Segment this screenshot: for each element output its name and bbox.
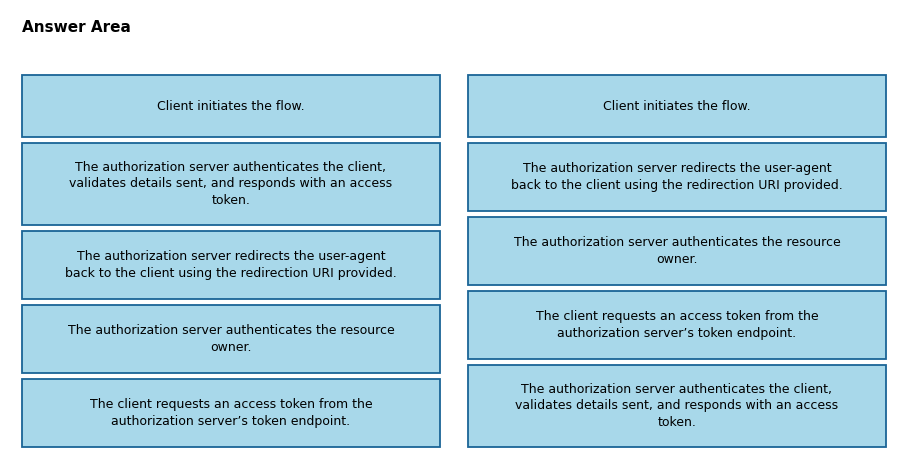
Bar (22, 143, 439, 225)
Text: The authorization server redirects the user-agent
back to the client using the r: The authorization server redirects the u… (65, 250, 396, 280)
Text: The authorization server authenticates the client,
validates details sent, and r: The authorization server authenticates t… (69, 160, 392, 207)
Bar (22, 379, 439, 447)
Bar (468, 365, 885, 447)
Text: Client initiates the flow.: Client initiates the flow. (603, 100, 750, 112)
Bar (468, 75, 885, 137)
Bar (22, 75, 439, 137)
Text: The authorization server authenticates the client,
validates details sent, and r: The authorization server authenticates t… (515, 383, 837, 430)
Text: The client requests an access token from the
authorization server’s token endpoi: The client requests an access token from… (535, 310, 817, 340)
Text: The authorization server authenticates the resource
owner.: The authorization server authenticates t… (68, 324, 394, 354)
Bar (468, 217, 885, 285)
Text: Client initiates the flow.: Client initiates the flow. (157, 100, 304, 112)
Text: The client requests an access token from the
authorization server’s token endpoi: The client requests an access token from… (89, 398, 372, 428)
Bar (22, 231, 439, 299)
Bar (22, 305, 439, 373)
Bar (468, 291, 885, 359)
Bar (468, 143, 885, 211)
Text: The authorization server redirects the user-agent
back to the client using the r: The authorization server redirects the u… (511, 162, 842, 192)
Text: The authorization server authenticates the resource
owner.: The authorization server authenticates t… (513, 236, 839, 266)
Text: Answer Area: Answer Area (22, 20, 130, 35)
